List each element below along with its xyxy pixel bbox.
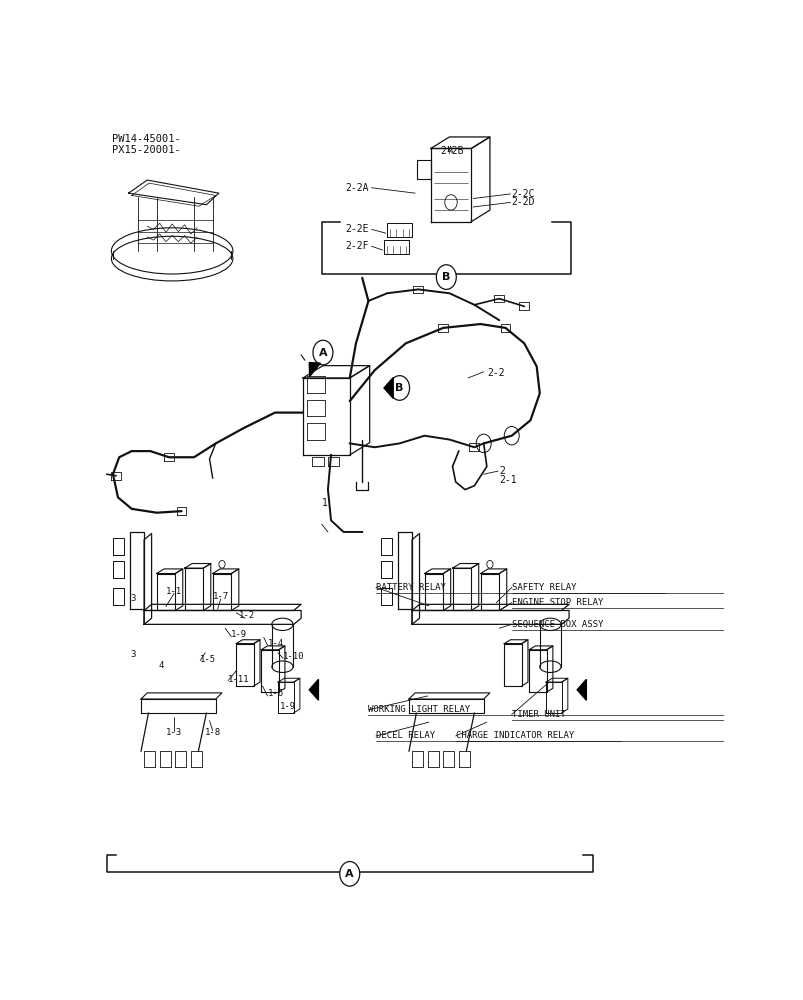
Text: 4: 4: [159, 661, 164, 670]
Circle shape: [340, 862, 359, 886]
Text: 2-2E: 2-2E: [344, 224, 368, 234]
Circle shape: [312, 340, 332, 365]
Text: A: A: [318, 348, 327, 358]
Text: 1-6: 1-6: [267, 689, 283, 698]
Polygon shape: [309, 679, 318, 700]
Text: 2-2: 2-2: [487, 368, 503, 378]
Polygon shape: [309, 363, 320, 376]
Text: 3: 3: [130, 594, 136, 603]
Text: 2-2D: 2-2D: [512, 197, 535, 207]
Text: 1-10: 1-10: [283, 652, 304, 661]
Text: 1-8: 1-8: [204, 728, 221, 737]
Text: 1-2: 1-2: [238, 611, 255, 620]
Text: 1-7: 1-7: [213, 592, 229, 601]
Text: 2-2C: 2-2C: [512, 189, 535, 199]
Circle shape: [389, 376, 409, 400]
Text: 1-3: 1-3: [165, 728, 181, 737]
Text: 1: 1: [321, 498, 328, 508]
Polygon shape: [384, 378, 393, 398]
Text: 1-5: 1-5: [200, 654, 216, 664]
Text: DECEL RELAY: DECEL RELAY: [376, 732, 434, 740]
Text: 2-2B: 2-2B: [440, 146, 463, 156]
Text: 1-1: 1-1: [165, 587, 181, 596]
Text: 1-9: 1-9: [231, 630, 247, 639]
Text: B: B: [395, 383, 403, 393]
Text: 1-9: 1-9: [279, 702, 296, 711]
Text: 1-4: 1-4: [267, 639, 283, 648]
Text: 2: 2: [499, 466, 504, 476]
Text: B: B: [442, 272, 450, 282]
Text: SEQUENCE BOX ASSY: SEQUENCE BOX ASSY: [512, 620, 602, 629]
Text: 1-11: 1-11: [228, 675, 250, 684]
Text: A: A: [345, 869, 353, 879]
Polygon shape: [577, 679, 585, 700]
Text: 2-1: 2-1: [499, 475, 516, 485]
Text: 2-2A: 2-2A: [344, 183, 368, 193]
Text: WORKING LIGHT RELAY: WORKING LIGHT RELAY: [368, 705, 470, 714]
Circle shape: [436, 265, 456, 289]
Text: SAFETY RELAY: SAFETY RELAY: [512, 583, 576, 592]
Text: PW14-45001-: PW14-45001-: [112, 134, 180, 144]
Text: CHARGE INDICATOR RELAY: CHARGE INDICATOR RELAY: [455, 732, 573, 740]
Text: ENGINE STOP RELAY: ENGINE STOP RELAY: [512, 598, 602, 607]
Text: 3: 3: [130, 650, 136, 659]
Text: BATTERY RELAY: BATTERY RELAY: [376, 583, 445, 592]
Text: 2-2F: 2-2F: [344, 241, 368, 251]
Text: PX15-20001-: PX15-20001-: [112, 145, 180, 155]
Text: TIMER UNIT: TIMER UNIT: [512, 710, 565, 719]
